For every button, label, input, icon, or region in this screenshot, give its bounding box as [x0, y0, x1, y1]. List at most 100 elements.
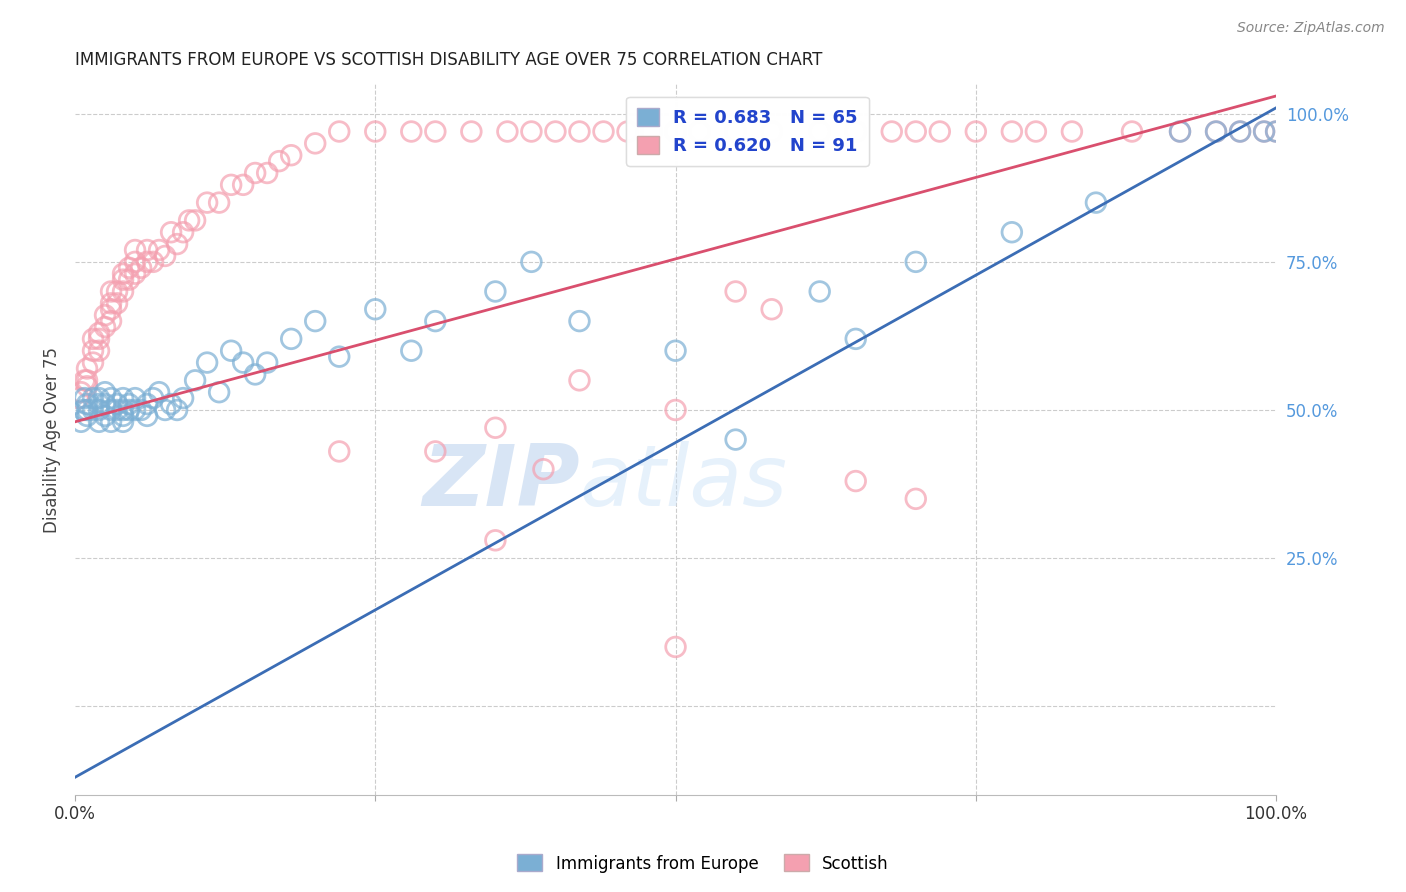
Point — [880, 124, 903, 138]
Point — [328, 444, 350, 458]
Point — [94, 308, 117, 322]
Point — [845, 332, 868, 346]
Point — [256, 166, 278, 180]
Point — [112, 285, 135, 299]
Point — [148, 385, 170, 400]
Point — [401, 343, 423, 358]
Point — [112, 272, 135, 286]
Point — [76, 403, 98, 417]
Point — [124, 267, 146, 281]
Point — [1084, 195, 1107, 210]
Point — [568, 124, 591, 138]
Point — [179, 213, 201, 227]
Point — [845, 124, 868, 138]
Point — [100, 285, 122, 299]
Point — [87, 391, 110, 405]
Point — [425, 124, 447, 138]
Point — [1205, 124, 1227, 138]
Point — [520, 124, 543, 138]
Point — [124, 243, 146, 257]
Point — [87, 403, 110, 417]
Point — [118, 272, 141, 286]
Point — [87, 415, 110, 429]
Point — [269, 154, 291, 169]
Point — [304, 314, 326, 328]
Point — [172, 391, 194, 405]
Point — [136, 255, 159, 269]
Point — [208, 195, 231, 210]
Point — [484, 421, 506, 435]
Point — [304, 136, 326, 151]
Point — [425, 314, 447, 328]
Point — [136, 243, 159, 257]
Y-axis label: Disability Age Over 75: Disability Age Over 75 — [44, 347, 60, 533]
Point — [1265, 124, 1288, 138]
Legend: R = 0.683   N = 65, R = 0.620   N = 91: R = 0.683 N = 65, R = 0.620 N = 91 — [627, 96, 869, 166]
Point — [256, 355, 278, 369]
Point — [72, 403, 94, 417]
Point — [1253, 124, 1275, 138]
Point — [87, 326, 110, 340]
Point — [105, 397, 128, 411]
Point — [124, 403, 146, 417]
Point — [70, 385, 93, 400]
Point — [142, 391, 165, 405]
Point — [160, 397, 183, 411]
Point — [761, 302, 783, 317]
Point — [82, 332, 104, 346]
Point — [664, 124, 686, 138]
Point — [160, 225, 183, 239]
Point — [1205, 124, 1227, 138]
Point — [1001, 225, 1024, 239]
Point — [195, 355, 218, 369]
Point — [195, 195, 218, 210]
Point — [640, 124, 662, 138]
Point — [76, 361, 98, 376]
Point — [1001, 124, 1024, 138]
Point — [136, 409, 159, 423]
Point — [82, 355, 104, 369]
Point — [724, 124, 747, 138]
Point — [1253, 124, 1275, 138]
Point — [94, 397, 117, 411]
Point — [1229, 124, 1251, 138]
Point — [232, 178, 254, 192]
Point — [100, 415, 122, 429]
Point — [232, 355, 254, 369]
Point — [904, 491, 927, 506]
Point — [70, 415, 93, 429]
Point — [129, 403, 152, 417]
Point — [184, 373, 207, 387]
Point — [112, 267, 135, 281]
Point — [87, 343, 110, 358]
Point — [166, 403, 188, 417]
Text: IMMIGRANTS FROM EUROPE VS SCOTTISH DISABILITY AGE OVER 75 CORRELATION CHART: IMMIGRANTS FROM EUROPE VS SCOTTISH DISAB… — [75, 51, 823, 69]
Point — [118, 397, 141, 411]
Point — [112, 409, 135, 423]
Point — [142, 255, 165, 269]
Point — [184, 213, 207, 227]
Point — [845, 474, 868, 488]
Point — [364, 124, 387, 138]
Point — [616, 124, 638, 138]
Point — [808, 124, 831, 138]
Legend: Immigrants from Europe, Scottish: Immigrants from Europe, Scottish — [510, 847, 896, 880]
Point — [105, 296, 128, 310]
Point — [1168, 124, 1191, 138]
Point — [1265, 124, 1288, 138]
Point — [724, 433, 747, 447]
Point — [328, 350, 350, 364]
Point — [94, 409, 117, 423]
Point — [100, 296, 122, 310]
Point — [94, 385, 117, 400]
Point — [1229, 124, 1251, 138]
Point — [484, 285, 506, 299]
Point — [172, 225, 194, 239]
Point — [105, 285, 128, 299]
Point — [928, 124, 950, 138]
Point — [568, 373, 591, 387]
Point — [153, 249, 176, 263]
Point — [808, 285, 831, 299]
Point — [761, 124, 783, 138]
Point — [1060, 124, 1083, 138]
